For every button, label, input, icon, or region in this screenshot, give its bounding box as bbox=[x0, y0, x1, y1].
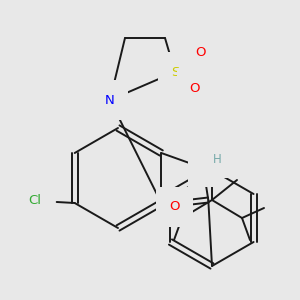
Text: S: S bbox=[171, 65, 179, 79]
Text: N: N bbox=[201, 160, 211, 173]
Text: O: O bbox=[190, 82, 200, 94]
Text: Cl: Cl bbox=[28, 194, 41, 208]
Text: N: N bbox=[105, 94, 115, 106]
Text: O: O bbox=[195, 46, 205, 59]
Text: O: O bbox=[169, 200, 180, 214]
Text: H: H bbox=[213, 154, 222, 166]
